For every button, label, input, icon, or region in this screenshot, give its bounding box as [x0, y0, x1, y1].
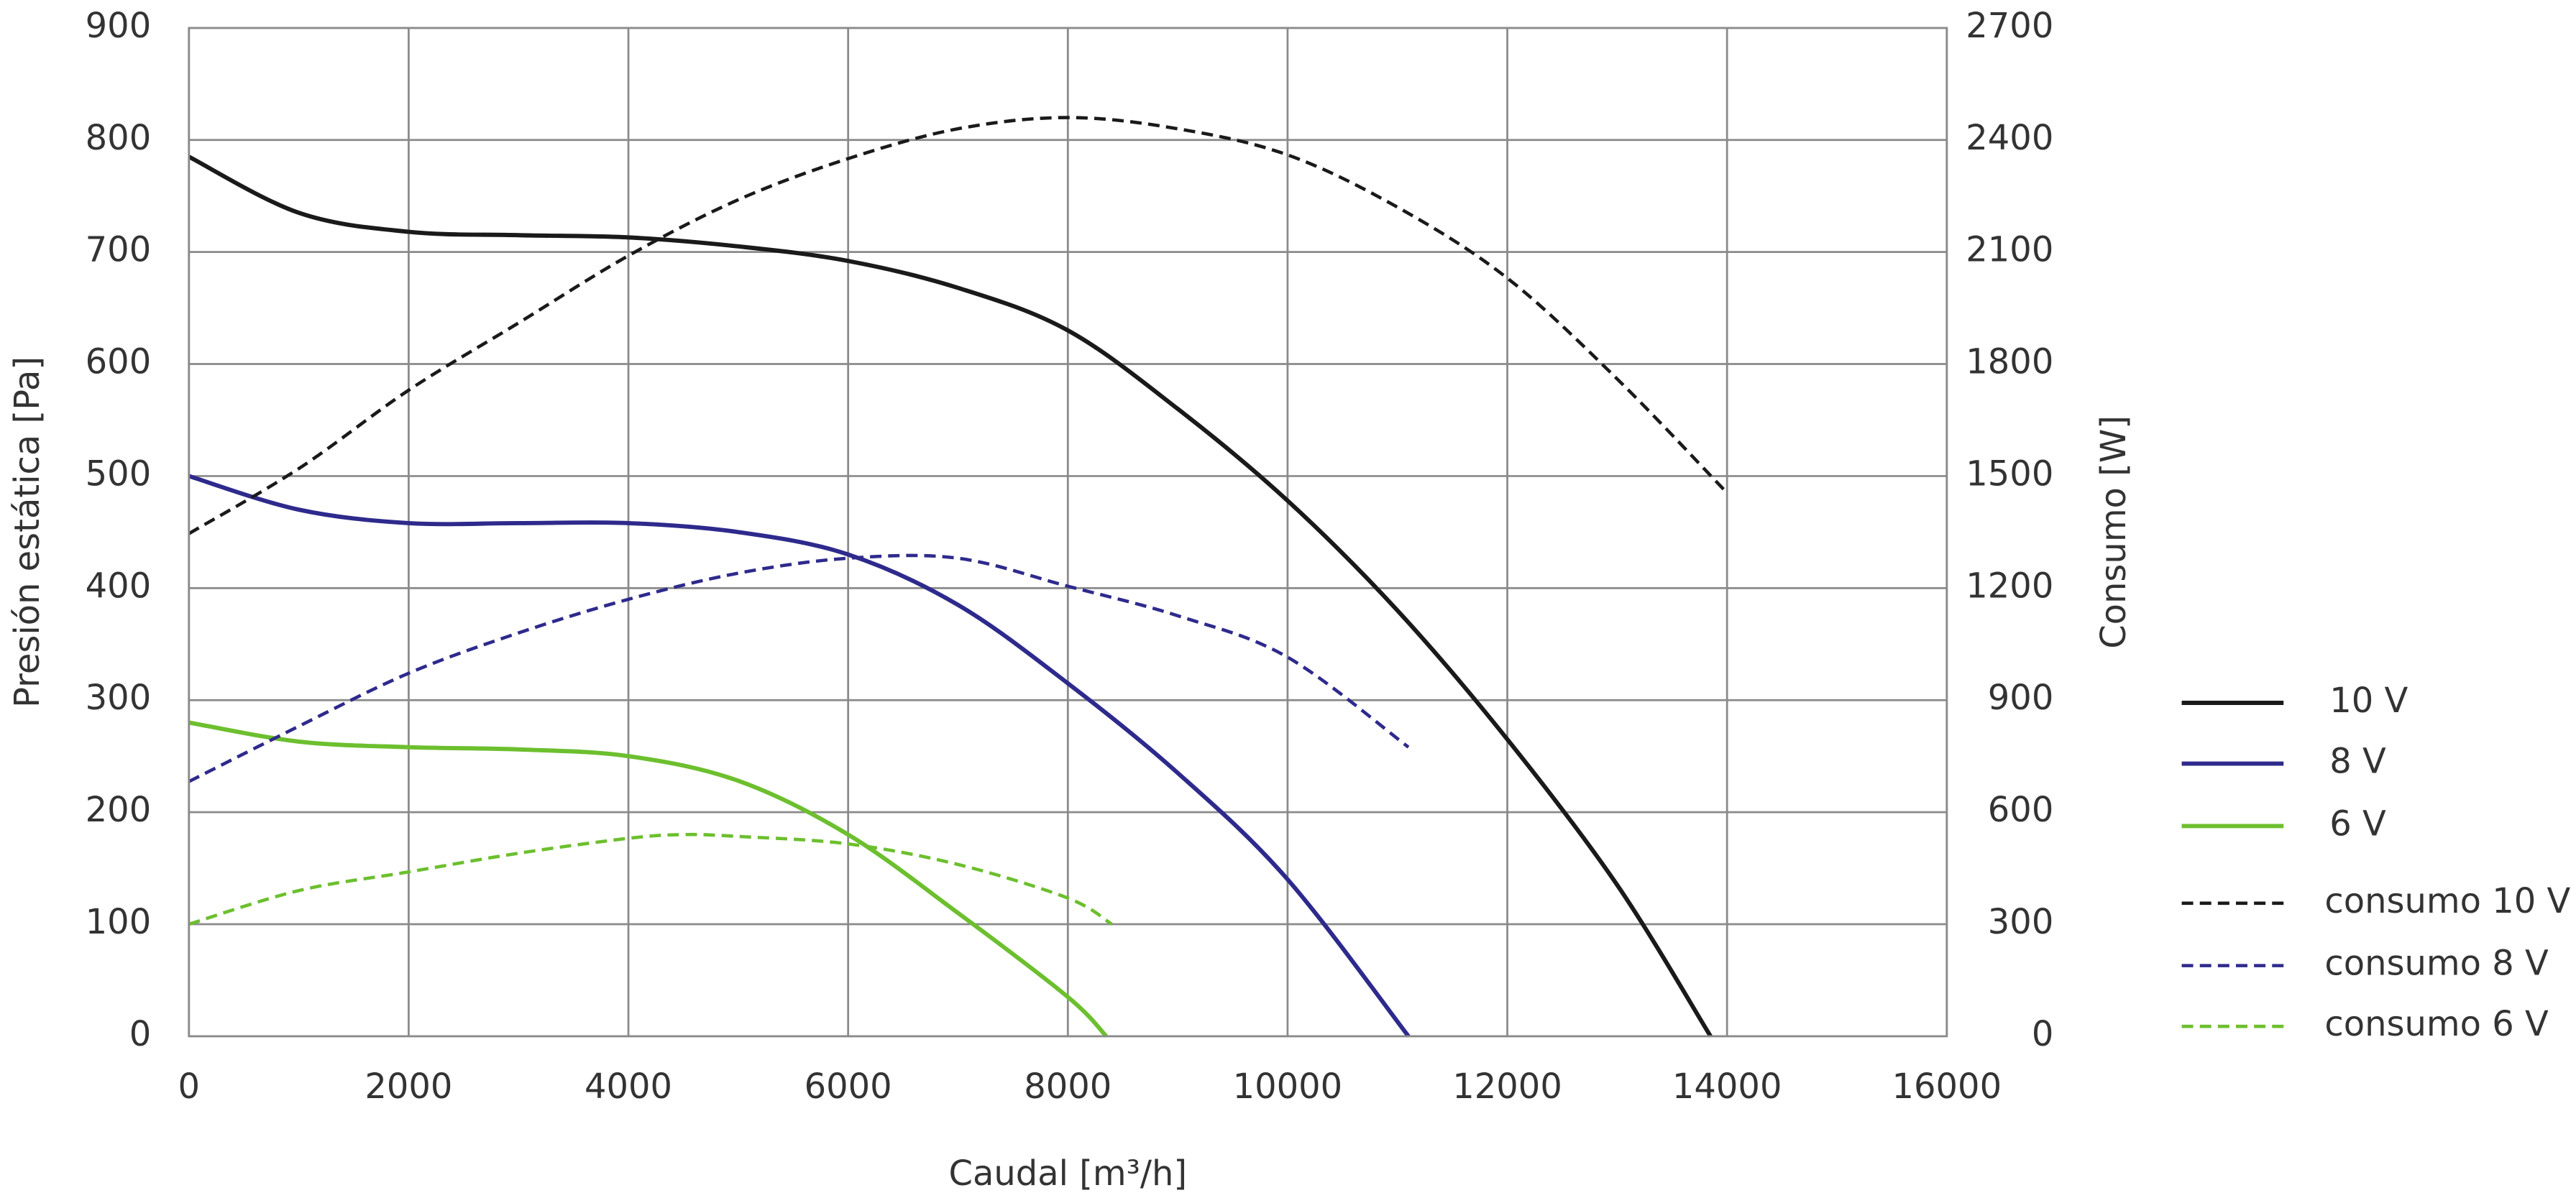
- y2-tick-label: 300: [1988, 902, 2054, 942]
- y-tick-label: 200: [86, 790, 152, 830]
- y-tick-label: 900: [86, 6, 152, 46]
- y-tick-label: 0: [129, 1014, 152, 1054]
- legend-label: consumo 6 V: [2324, 1004, 2549, 1044]
- x-tick-label: 10000: [1233, 1066, 1343, 1107]
- y-tick-label: 300: [86, 678, 152, 718]
- y2-tick-label: 900: [1988, 678, 2054, 718]
- series-line: [188, 720, 1108, 1038]
- y2-tick-label: 2400: [1966, 118, 2053, 158]
- legend-label: 10 V: [2329, 681, 2408, 721]
- plot-frame: [188, 27, 1948, 1038]
- y2-tick-label: 1800: [1966, 342, 2053, 382]
- series-line: [188, 832, 1113, 926]
- y-tick-label: 400: [86, 566, 152, 606]
- y2-tick-label: 2700: [1966, 6, 2053, 46]
- y2-axis-title: Consumo [W]: [2094, 415, 2134, 649]
- x-axis-title: Caudal [m³/h]: [948, 1153, 1187, 1194]
- y-tick-label: 800: [86, 118, 152, 158]
- x-tick-label: 12000: [1452, 1066, 1562, 1107]
- legend-label: consumo 8 V: [2324, 944, 2549, 984]
- x-tick-label: 4000: [585, 1066, 672, 1107]
- x-tick-label: 2000: [365, 1066, 452, 1107]
- legend-label: consumo 10 V: [2324, 881, 2570, 921]
- x-tick-label: 6000: [805, 1066, 892, 1107]
- series-line: [188, 553, 1410, 783]
- y2-tick-label: 600: [1988, 790, 2054, 830]
- series-line: [188, 116, 1728, 535]
- x-tick-label: 16000: [1892, 1066, 2002, 1107]
- y-tick-label: 500: [86, 453, 152, 494]
- y-axis-title: Presión estática [Pa]: [7, 356, 47, 708]
- x-tick-label: 14000: [1672, 1066, 1782, 1107]
- y-tick-label: 600: [86, 342, 152, 382]
- legend-label: 6 V: [2329, 803, 2386, 844]
- y-tick-label: 100: [86, 902, 152, 942]
- legend-label: 8 V: [2329, 742, 2386, 782]
- x-tick-label: 0: [178, 1066, 201, 1107]
- y2-tick-label: 1200: [1966, 566, 2053, 606]
- y-tick-label: 700: [86, 230, 152, 270]
- series-line: [188, 474, 1411, 1038]
- y2-tick-label: 1500: [1966, 453, 2053, 494]
- y2-tick-label: 2100: [1966, 230, 2053, 270]
- series-line: [188, 155, 1713, 1038]
- y2-tick-label: 0: [2032, 1014, 2054, 1054]
- x-tick-label: 8000: [1024, 1066, 1111, 1107]
